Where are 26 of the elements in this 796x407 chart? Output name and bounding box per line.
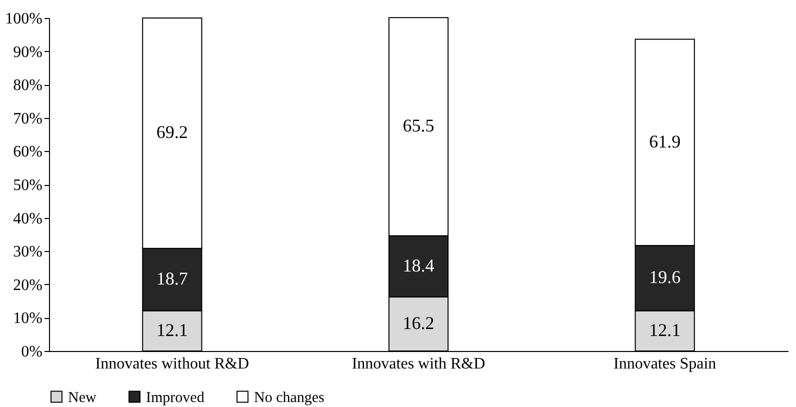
data-label: 16.2	[402, 313, 434, 334]
y-tick-label: 90%	[13, 44, 42, 61]
x-tick-label: Innovates Spain	[614, 356, 716, 372]
y-tick-label: 10%	[13, 310, 42, 328]
data-label: 61.9	[649, 131, 681, 152]
x-tick-label: Innovates with R&D	[352, 356, 486, 372]
legend-label: Improved	[146, 390, 205, 406]
data-label: 18.7	[156, 268, 188, 289]
y-tick-label: 70%	[13, 110, 42, 128]
y-tick-label: 20%	[13, 276, 42, 294]
y-tick-label: 80%	[13, 77, 42, 94]
data-label: 19.6	[649, 267, 681, 288]
data-label: 69.2	[156, 122, 188, 142]
data-label: 18.4	[402, 255, 434, 276]
legend-label: New	[68, 390, 96, 406]
y-tick-label: 100%	[5, 10, 42, 28]
data-label: 65.5	[402, 116, 434, 136]
x-tick-label: Innovates without R&D	[95, 356, 250, 372]
y-tick-label: 30%	[13, 244, 42, 261]
data-label: 12.1	[649, 320, 681, 340]
y-tick-label: 40%	[13, 210, 42, 228]
y-tick-label: 0%	[21, 344, 42, 360]
y-tick-label: 60%	[13, 144, 42, 161]
y-tick-label: 50%	[13, 177, 42, 194]
legend-label: No changes	[254, 390, 325, 406]
data-label: 12.1	[156, 320, 188, 340]
